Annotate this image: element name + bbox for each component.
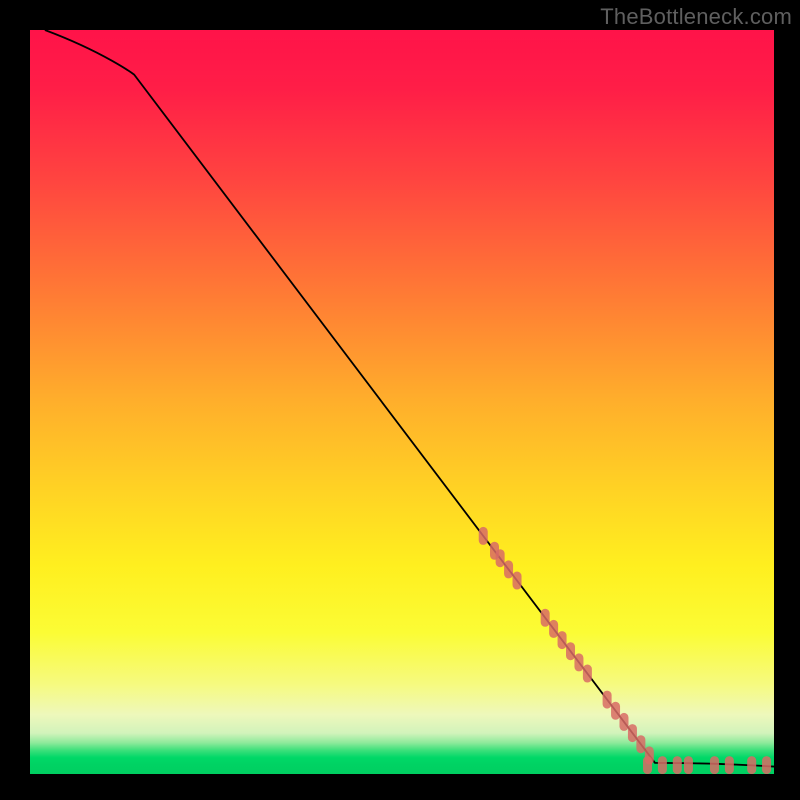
data-marker: [684, 756, 693, 774]
data-marker: [643, 756, 652, 774]
data-marker: [566, 642, 575, 660]
data-marker: [673, 756, 682, 774]
data-marker: [611, 702, 620, 720]
data-markers: [479, 527, 771, 774]
data-marker: [513, 572, 522, 590]
data-marker: [574, 653, 583, 671]
chart-curve-layer: [30, 30, 774, 774]
data-marker: [636, 735, 645, 753]
data-marker: [619, 713, 628, 731]
data-marker: [658, 756, 667, 774]
bottleneck-curve: [45, 30, 774, 767]
data-marker: [762, 756, 771, 774]
data-marker: [496, 549, 505, 567]
data-marker: [725, 756, 734, 774]
data-marker: [603, 691, 612, 709]
data-marker: [583, 665, 592, 683]
data-marker: [549, 620, 558, 638]
data-marker: [747, 756, 756, 774]
chart-plot-area: [30, 30, 774, 774]
data-marker: [558, 631, 567, 649]
data-marker: [504, 560, 513, 578]
data-marker: [479, 527, 488, 545]
data-marker: [710, 756, 719, 774]
watermark-text: TheBottleneck.com: [600, 4, 792, 30]
data-marker: [541, 609, 550, 627]
data-marker: [628, 724, 637, 742]
